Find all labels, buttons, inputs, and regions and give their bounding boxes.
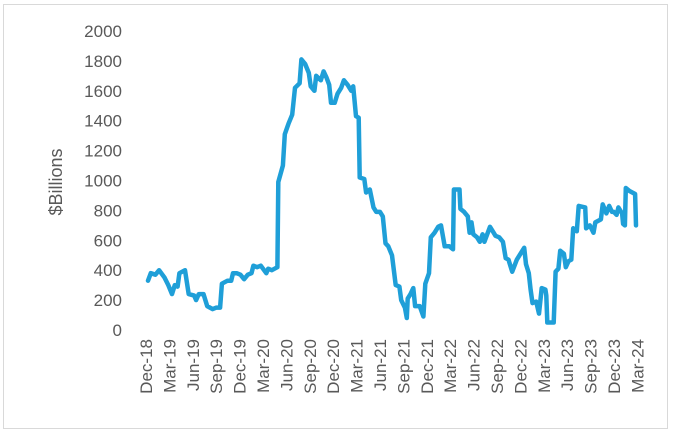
y-tick-label: 1200 (84, 142, 122, 161)
y-tick-label: 1800 (84, 52, 122, 71)
x-tick-label: Sep-19 (207, 339, 226, 394)
x-tick-label: Dec-20 (324, 339, 343, 394)
y-tick-label: 0 (113, 321, 122, 340)
x-tick-labels: Dec-18 Mar-19 Jun-19 Sep-19 Dec-19 Mar-20 Jun-… (137, 339, 647, 394)
x-tick-label: Dec-19 (231, 339, 250, 394)
y-tick-label: 400 (94, 261, 122, 280)
x-tick-label: Jun-20 (277, 339, 296, 391)
y-tick-label: 1600 (84, 82, 122, 101)
x-tick-label: Dec-21 (418, 339, 437, 394)
y-tick-labels: 0 200 400 600 800 1000 1200 1400 1600 1800 2000 (84, 22, 122, 340)
y-tick-label: 200 (94, 291, 122, 310)
x-tick-label: Mar-23 (535, 339, 554, 393)
x-tick-label: Dec-23 (605, 339, 624, 394)
x-tick-label: Mar-20 (254, 339, 273, 393)
x-tick-label: Sep-22 (488, 339, 507, 394)
x-tick-label: Sep-20 (301, 339, 320, 394)
y-tick-label: 1400 (84, 112, 122, 131)
x-tick-label: Mar-19 (160, 339, 179, 393)
x-tick-label: Jun-19 (184, 339, 203, 391)
y-tick-label: 800 (94, 201, 122, 220)
x-tick-label: Mar-22 (441, 339, 460, 393)
y-axis-label: $Billions (46, 148, 66, 215)
x-tick-label: Sep-21 (394, 339, 413, 394)
chart-frame (3, 4, 668, 429)
series-line (145, 57, 639, 325)
x-tick-label: Dec-22 (511, 339, 530, 394)
x-tick-label: Mar-21 (348, 339, 367, 393)
x-tick-label: Jun-23 (558, 339, 577, 391)
x-tick-label: Jun-21 (371, 339, 390, 391)
series-group (145, 57, 639, 325)
x-tick-label: Jun-22 (465, 339, 484, 391)
y-tick-label: 600 (94, 231, 122, 250)
x-tick-label: Dec-18 (137, 339, 156, 394)
x-tick-label: Sep-23 (582, 339, 601, 394)
y-tick-label: 2000 (84, 22, 122, 41)
y-tick-label: 1000 (84, 172, 122, 191)
x-tick-label: Mar-24 (628, 339, 647, 393)
